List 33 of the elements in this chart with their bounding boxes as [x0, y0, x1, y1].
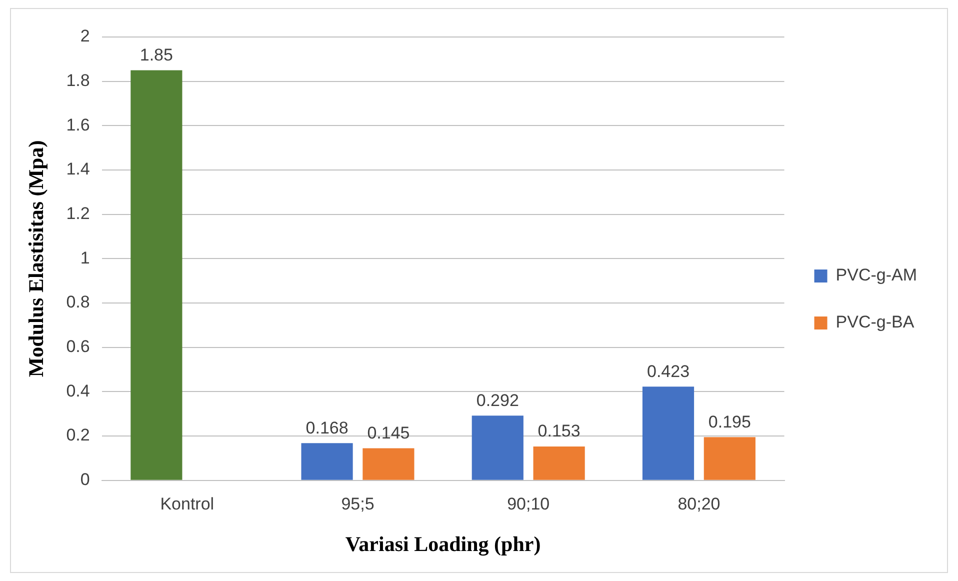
bar [704, 437, 756, 480]
data-label: 0.153 [538, 422, 580, 441]
data-label: 0.145 [367, 423, 410, 442]
data-label: 1.85 [140, 45, 173, 64]
bar [362, 448, 414, 480]
y-tick-label: 1.6 [66, 115, 90, 134]
y-tick-label: 1.8 [66, 71, 90, 90]
bar [130, 70, 182, 480]
x-axis-title: Variasi Loading (phr) [345, 532, 541, 556]
y-tick-label: 1 [80, 248, 90, 268]
x-tick-label: 95;5 [341, 494, 374, 514]
data-label: 0.168 [306, 418, 348, 438]
y-tick-label: 0.4 [66, 381, 90, 400]
x-tick-label: 80;20 [678, 494, 720, 514]
y-tick-label: 0.2 [66, 426, 90, 445]
x-tick-label: Kontrol [160, 494, 214, 514]
data-label: 0.195 [708, 412, 751, 432]
data-label: 0.423 [646, 362, 690, 381]
data-label: 0.292 [476, 390, 519, 410]
legend-label: PVC-g-AM [836, 266, 918, 285]
y-tick-label: 0.8 [66, 292, 90, 312]
bar [533, 446, 585, 480]
legend-label: PVC-g-BA [836, 312, 915, 332]
bar [301, 443, 353, 480]
y-tick-label: 2 [80, 26, 90, 46]
y-tick-label: 1.4 [66, 160, 90, 179]
y-tick-label: 0.6 [66, 337, 90, 356]
bar [642, 386, 694, 480]
bar [472, 416, 524, 480]
y-axis-title: Modulus Elastisitas (Mpa) [24, 140, 48, 378]
y-tick-label: 1.2 [66, 204, 90, 224]
x-tick-label: 90;10 [507, 494, 550, 514]
y-tick-label: 0 [80, 470, 90, 490]
